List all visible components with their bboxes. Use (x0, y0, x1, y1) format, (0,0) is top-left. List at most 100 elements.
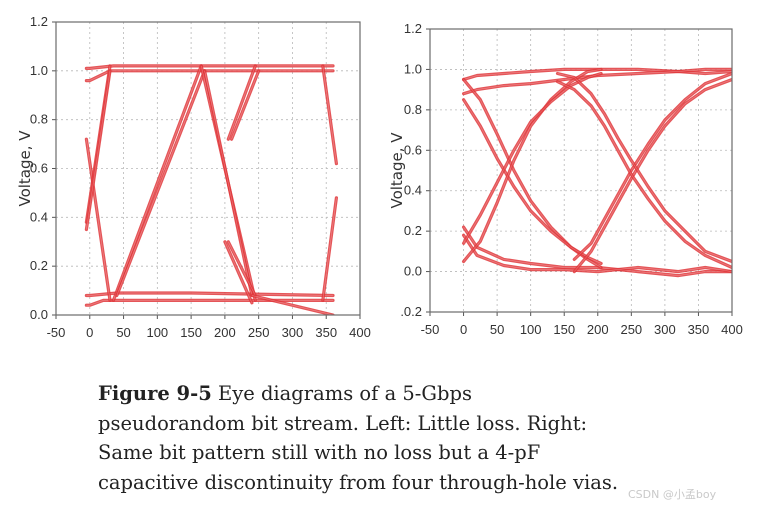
eye-trace (84, 64, 335, 71)
eye-trace (84, 298, 335, 307)
y-tick-label: .0.2 (400, 304, 422, 319)
eye-trace-highlight (228, 65, 256, 140)
y-tick-label: 0.8 (404, 102, 422, 117)
y-tick-label: 1.2 (404, 21, 422, 36)
x-tick-label: 250 (248, 325, 270, 340)
y-tick-labels: 0.0 0.2 0.4 0.6 0.8 1.0 1.2 (30, 14, 48, 322)
eye-trace-highlight (86, 70, 333, 81)
eye-trace-highlight (463, 79, 602, 268)
x-tick-label: 200 (587, 322, 609, 337)
x-tick-labels: -50 0 50 100 150 200 250 300 350 400 (47, 325, 371, 340)
eye-trace-highlight (228, 241, 256, 296)
x-tick-label: 400 (349, 325, 371, 340)
y-axis-label-group: Voltage, V (16, 130, 34, 207)
left-eye-diagram: Voltage, V 0.0 0.2 0.4 0.6 0.8 1.0 1.2 -50 0 50 1… (16, 14, 371, 340)
x-tick-label: 50 (116, 325, 130, 340)
eye-trace-highlight (86, 65, 333, 69)
eye-trace (461, 233, 732, 274)
x-tick-label: 0 (86, 325, 93, 340)
eye-trace-highlight (463, 235, 732, 272)
x-tick-label: 100 (146, 325, 168, 340)
y-tick-label: 0.8 (30, 112, 48, 127)
eye-trace (321, 64, 338, 166)
x-tick-label: -50 (421, 322, 440, 337)
eye-trace (461, 67, 603, 264)
right-eye-diagram: Voltage, V .0.2 0.0 0.2 0.4 0.6 0.8 1.0 1.2 -50… (388, 21, 743, 337)
y-tick-label: 1.2 (30, 14, 48, 29)
y-tick-label: 1.0 (30, 63, 48, 78)
plot-frame (52, 21, 361, 319)
eye-trace (223, 240, 254, 305)
eye-trace (461, 71, 603, 245)
caption-line-1: Figure 9-5 Eye diagrams of a 5-Gbps (98, 379, 658, 409)
plot-frame (426, 28, 733, 316)
eye-trace-highlight (557, 81, 732, 268)
caption-line-2: pseudorandom bit stream. Left: Little lo… (98, 411, 588, 435)
y-axis-label-group: Voltage, V (388, 132, 406, 209)
eye-trace (572, 71, 732, 261)
x-tick-label: 150 (553, 322, 575, 337)
eye-trace (84, 137, 112, 302)
eye-trace (111, 64, 203, 302)
eye-trace (555, 71, 732, 264)
eye-trace (230, 69, 261, 141)
figure-caption: Figure 9-5 Eye diagrams of a 5-Gbps pseu… (98, 379, 658, 497)
caption-line-4: capacitive discontinuity from four throu… (98, 470, 619, 494)
plot-border (429, 28, 733, 313)
x-tick-label: 300 (282, 325, 304, 340)
series-group (461, 67, 732, 278)
y-tick-label: 0.4 (30, 209, 48, 224)
eye-trace-highlight (86, 70, 111, 230)
series-group (84, 64, 338, 315)
x-tick-label: -50 (47, 325, 66, 340)
eye-trace (84, 69, 112, 232)
y-tick-label: 0.0 (404, 264, 422, 279)
y-tick-label: 0.6 (404, 142, 422, 157)
eye-trace-highlight (574, 73, 732, 260)
eye-trace-highlight (231, 70, 259, 140)
x-tick-label: 400 (721, 322, 743, 337)
eye-trace-highlight (251, 295, 334, 315)
eye-trace (226, 240, 257, 298)
eye-trace-highlight (224, 241, 253, 303)
plot-border (55, 21, 361, 316)
eye-trace (115, 69, 207, 298)
eye-trace-highlight (86, 139, 111, 301)
y-tick-label: 0.4 (404, 183, 422, 198)
figure-label: Figure 9-5 (98, 382, 212, 405)
eye-trace-highlight (116, 70, 205, 296)
eye-trace (461, 67, 732, 82)
x-tick-label: 250 (620, 322, 642, 337)
eye-trace (572, 77, 732, 274)
x-tick-label: 0 (460, 322, 467, 337)
eye-trace (84, 69, 335, 83)
eye-trace (250, 293, 335, 315)
eye-trace-highlight (463, 69, 732, 94)
x-tick-label: 100 (520, 322, 542, 337)
eye-trace-highlight (204, 70, 253, 296)
eye-trace-highlight (322, 65, 337, 164)
caption-text-1: Eye diagrams of a 5-Gbps (211, 382, 472, 405)
eye-trace-highlight (322, 197, 337, 301)
y-axis-label: Voltage, V (388, 132, 406, 209)
x-tick-label: 350 (315, 325, 337, 340)
x-tick-label: 300 (654, 322, 676, 337)
eye-trace-highlight (86, 300, 333, 306)
y-axis-label: Voltage, V (16, 130, 34, 207)
eye-trace (461, 67, 732, 96)
y-tick-labels: .0.2 0.0 0.2 0.4 0.6 0.8 1.0 1.2 (400, 21, 422, 319)
eye-trace-highlight (463, 69, 732, 80)
eye-trace (203, 69, 254, 298)
eye-trace-highlight (113, 65, 202, 301)
eye-trace-highlight (574, 79, 732, 272)
eye-trace-highlight (463, 73, 602, 244)
eye-trace-highlight (557, 73, 732, 262)
eye-trace (555, 79, 732, 270)
x-tick-label: 350 (688, 322, 710, 337)
eye-trace (226, 64, 257, 141)
eye-trace (461, 225, 732, 278)
x-tick-labels: -50 0 50 100 150 200 250 300 350 400 (421, 322, 743, 337)
x-tick-label: 200 (214, 325, 236, 340)
watermark: CSDN @小孟boy (628, 488, 717, 501)
